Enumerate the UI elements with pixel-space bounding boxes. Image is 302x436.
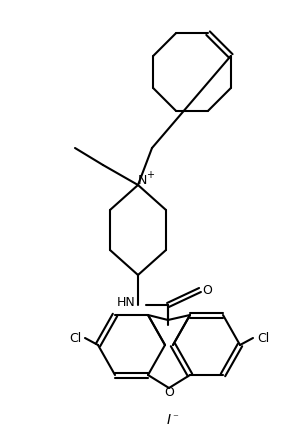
Text: ⁻: ⁻: [172, 413, 178, 423]
Text: Cl: Cl: [69, 331, 81, 344]
Text: N: N: [137, 174, 147, 187]
Text: HN: HN: [117, 296, 135, 310]
Text: O: O: [202, 283, 212, 296]
Text: I: I: [167, 413, 171, 427]
Text: O: O: [164, 385, 174, 399]
Text: Cl: Cl: [257, 331, 269, 344]
Text: +: +: [146, 170, 154, 180]
